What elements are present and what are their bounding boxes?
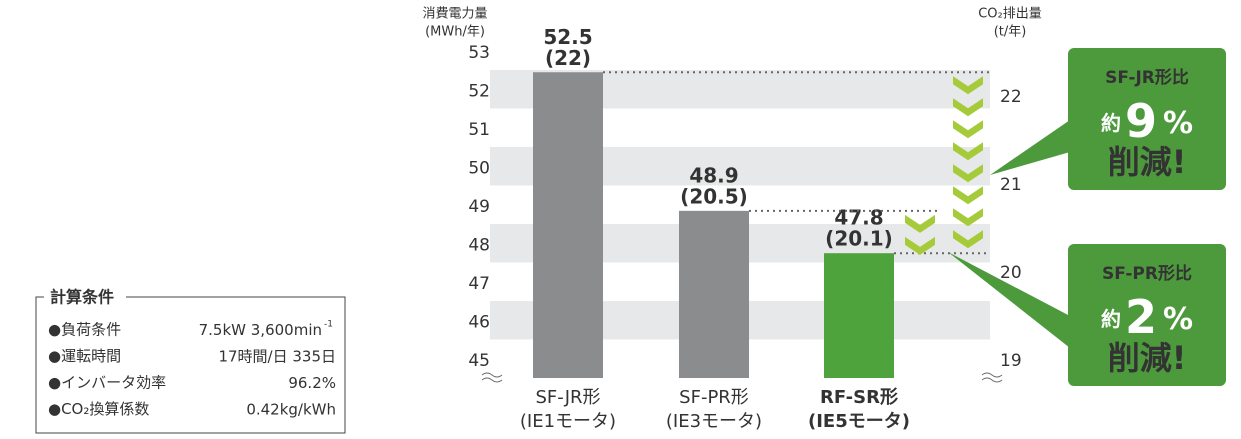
callout-number: 2: [1125, 290, 1157, 344]
condition-text: 7.5kW 3,600min: [199, 321, 322, 339]
callout-unit: %: [1163, 106, 1193, 141]
callout-pointer: [990, 120, 1070, 175]
callout-suffix: 削減!: [1108, 339, 1187, 377]
chevron: [905, 236, 935, 255]
y-tick-label: 51: [468, 120, 490, 140]
callout-box: [1068, 244, 1226, 386]
condition-text: 17時間/日 335日: [218, 347, 336, 365]
callout-pointer: [948, 252, 1070, 348]
y2-tick-label: 22: [1000, 87, 1022, 107]
x-tick-label: (IE5モータ): [808, 411, 910, 432]
callout-box: [1068, 48, 1226, 190]
y-tick-label: 45: [468, 351, 490, 371]
axis-break: [981, 372, 1003, 378]
conditions-title: 計算条件: [50, 288, 114, 307]
value-label: 52.5: [543, 25, 592, 49]
x-tick-label: (IE3モータ): [666, 411, 762, 432]
axis-break: [481, 377, 503, 383]
condition-text: 0.42kg/kWh: [246, 400, 336, 418]
chevron: [953, 98, 983, 117]
condition-value: 17時間/日 335日: [218, 347, 336, 365]
condition-value: 0.42kg/kWh: [246, 400, 336, 418]
y-tick-label: 53: [468, 43, 490, 63]
callout-suffix: 削減!: [1108, 143, 1187, 181]
bar: [533, 72, 603, 378]
value-label: 47.8: [834, 206, 883, 230]
y-tick-label: 52: [468, 82, 490, 102]
y-axis-label: 消費電力量: [422, 7, 487, 22]
callout-title: SF-JR形比: [1105, 67, 1189, 88]
x-tick-label: RF-SR形: [820, 387, 898, 408]
y-tick-label: 50: [468, 159, 490, 179]
condition-label: ●負荷条件: [48, 321, 121, 339]
bar: [824, 253, 894, 378]
condition-text: 96.2%: [288, 374, 336, 392]
y2-axis-label: (t/年): [994, 25, 1027, 40]
condition-label: ●インバータ効率: [48, 374, 166, 392]
value-label: (20.5): [680, 184, 748, 208]
x-tick-label: SF-JR形: [535, 387, 600, 408]
y2-tick-label: 19: [1000, 351, 1022, 371]
callout-number: 9: [1125, 94, 1157, 148]
value-label: 48.9: [689, 163, 738, 187]
condition-value: 96.2%: [288, 374, 336, 392]
y-tick-label: 46: [468, 313, 490, 333]
y2-axis-label: CO₂排出量: [978, 7, 1042, 22]
y2-tick-label: 21: [1000, 175, 1022, 195]
conditions-title-bg: [44, 287, 126, 307]
y-tick-label: 48: [468, 236, 490, 256]
conditions-box: [35, 296, 346, 434]
chevron: [953, 230, 983, 249]
callout-value: 約2%: [1101, 290, 1193, 344]
callout-prefix: 約: [1101, 111, 1121, 135]
axis-break: [981, 377, 1003, 383]
chevron: [953, 76, 983, 95]
callout-value: 約9%: [1101, 94, 1193, 148]
chevron: [953, 120, 983, 139]
value-label: (20.1): [825, 227, 893, 251]
condition-sup: -1: [324, 320, 333, 330]
y-tick-label: 49: [468, 197, 490, 217]
chevron: [953, 142, 983, 161]
value-label: (22): [545, 46, 591, 70]
y2-tick-label: 20: [1000, 263, 1022, 283]
chevron: [953, 186, 983, 205]
callout-title: SF-PR形比: [1102, 263, 1192, 284]
condition-label: ●CO₂換算係数: [48, 400, 149, 418]
condition-label: ●運転時間: [48, 347, 121, 365]
callout-unit: %: [1163, 302, 1193, 337]
callout-prefix: 約: [1101, 307, 1121, 331]
chevron: [953, 164, 983, 183]
y-tick-label: 47: [468, 274, 490, 294]
x-tick-label: (IE1モータ): [520, 411, 616, 432]
chevron: [953, 208, 983, 227]
x-tick-label: SF-PR形: [679, 387, 749, 408]
condition-value: 7.5kW 3,600min: [199, 321, 322, 339]
bar: [679, 210, 749, 378]
chevron: [905, 214, 935, 233]
axis-break: [481, 372, 503, 378]
y-axis-label: (MWh/年): [425, 25, 485, 40]
